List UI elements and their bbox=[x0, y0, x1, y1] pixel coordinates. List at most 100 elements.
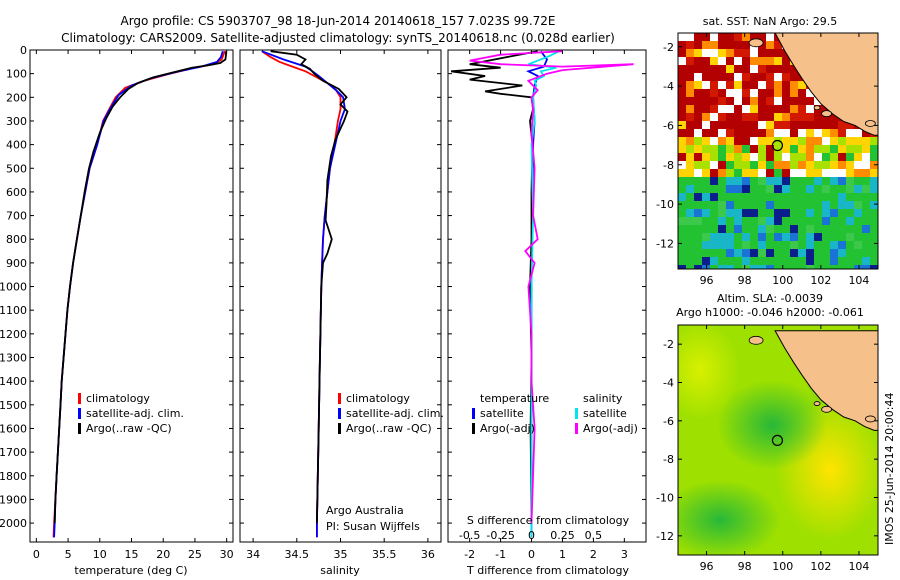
sst-cell bbox=[734, 121, 742, 129]
sst-cell bbox=[766, 177, 774, 185]
sst-cell bbox=[814, 185, 822, 193]
diff-legend-label: Argo(-adj) bbox=[480, 422, 535, 435]
difference-xtick-label: 3 bbox=[621, 548, 628, 561]
sst-cell bbox=[678, 33, 686, 41]
sst-cell bbox=[814, 177, 822, 185]
sst-cell bbox=[798, 233, 806, 241]
sst-cell bbox=[750, 185, 758, 193]
sst-cell bbox=[758, 185, 766, 193]
diff-legend-swatch bbox=[472, 408, 475, 419]
sst-cell bbox=[838, 201, 846, 209]
sst-cell bbox=[694, 185, 702, 193]
sst-cell bbox=[854, 217, 862, 225]
sst-cell bbox=[814, 129, 822, 137]
sst-cell bbox=[742, 201, 750, 209]
diff-legend-label: satellite bbox=[583, 407, 627, 420]
sst-cell bbox=[830, 209, 838, 217]
temperature-xtick-label: 20 bbox=[156, 548, 170, 561]
sst-cell bbox=[718, 41, 726, 49]
sst-cell bbox=[790, 225, 798, 233]
sst-cell bbox=[702, 81, 710, 89]
sst-cell bbox=[870, 233, 878, 241]
sst-cell bbox=[870, 185, 878, 193]
sst-cell bbox=[790, 217, 798, 225]
sst-cell bbox=[710, 81, 718, 89]
sst-cell bbox=[758, 161, 766, 169]
sst-cell bbox=[734, 265, 742, 269]
sst-cell bbox=[718, 209, 726, 217]
depth-tick-label: 0 bbox=[20, 44, 27, 57]
sst-cell bbox=[798, 177, 806, 185]
sst-cell bbox=[702, 201, 710, 209]
sst-cell bbox=[798, 257, 806, 265]
island bbox=[813, 105, 821, 111]
sst-cell bbox=[694, 89, 702, 97]
sst-cell bbox=[774, 233, 782, 241]
sst-cell bbox=[726, 97, 734, 105]
sst-cell bbox=[806, 185, 814, 193]
sst-cell bbox=[774, 185, 782, 193]
sst-cell bbox=[710, 241, 718, 249]
sst-cell bbox=[798, 185, 806, 193]
sst-cell bbox=[742, 89, 750, 97]
sst-cell bbox=[774, 241, 782, 249]
sst-cell bbox=[678, 169, 686, 177]
sst-cell bbox=[782, 73, 790, 81]
depth-tick-label: 1400 bbox=[0, 375, 27, 388]
sst-cell bbox=[710, 33, 718, 41]
sst-cell bbox=[774, 73, 782, 81]
difference-legend: temperature salinity satellite Argo(-adj) sa… bbox=[472, 392, 638, 435]
sst-cell bbox=[766, 81, 774, 89]
sst-cell bbox=[678, 265, 686, 269]
sst-cell bbox=[686, 249, 694, 257]
sst-cell bbox=[750, 193, 758, 201]
sst-cell bbox=[822, 225, 830, 233]
sst-cell bbox=[766, 137, 774, 145]
sla_map-xtick-label: 96 bbox=[700, 560, 714, 573]
sst-cell bbox=[710, 105, 718, 113]
sst-cell bbox=[750, 145, 758, 153]
sst-cell bbox=[814, 217, 822, 225]
sst-cell bbox=[686, 41, 694, 49]
sst-cell bbox=[854, 129, 862, 137]
sst-cell bbox=[742, 33, 750, 41]
sst-cell bbox=[854, 177, 862, 185]
sst-cell bbox=[734, 225, 742, 233]
sst-cell bbox=[726, 161, 734, 169]
sst-cell bbox=[790, 249, 798, 257]
temperature-profile-panel: 0 5 10 15 20 25 300100200300400500600700800900… bbox=[0, 44, 234, 577]
sst-cell bbox=[694, 257, 702, 265]
sst-cell bbox=[694, 33, 702, 41]
difference-xtick-label: 1 bbox=[559, 548, 566, 561]
sla_map-ytick-label: -6 bbox=[663, 415, 674, 428]
sst-cell bbox=[774, 41, 782, 49]
diff-legend-label: satellite bbox=[480, 407, 524, 420]
sst-cell bbox=[750, 57, 758, 65]
sst-cell bbox=[766, 257, 774, 265]
sst-cell bbox=[694, 145, 702, 153]
sst-cell bbox=[686, 225, 694, 233]
sst-cell bbox=[766, 209, 774, 217]
sst-cell bbox=[774, 209, 782, 217]
sst-cell bbox=[758, 169, 766, 177]
sst-cell bbox=[718, 73, 726, 81]
sst-cell bbox=[686, 201, 694, 209]
sst-cell bbox=[726, 81, 734, 89]
sst-cell bbox=[814, 257, 822, 265]
sst-cell bbox=[694, 153, 702, 161]
sst-cell bbox=[782, 137, 790, 145]
sst-cell bbox=[798, 153, 806, 161]
sst-cell bbox=[806, 137, 814, 145]
sst-cell bbox=[718, 137, 726, 145]
sst-cell bbox=[806, 169, 814, 177]
sst-cell bbox=[782, 265, 790, 269]
diff-legend-swatch bbox=[575, 408, 578, 419]
sst-cell bbox=[726, 241, 734, 249]
sla_map-ytick-label: -10 bbox=[656, 492, 674, 505]
sst-cell bbox=[702, 177, 710, 185]
sst-cell bbox=[742, 105, 750, 113]
sst-cell bbox=[710, 185, 718, 193]
sst-cell bbox=[862, 265, 870, 269]
sst-cell bbox=[830, 169, 838, 177]
sst-cell bbox=[718, 257, 726, 265]
